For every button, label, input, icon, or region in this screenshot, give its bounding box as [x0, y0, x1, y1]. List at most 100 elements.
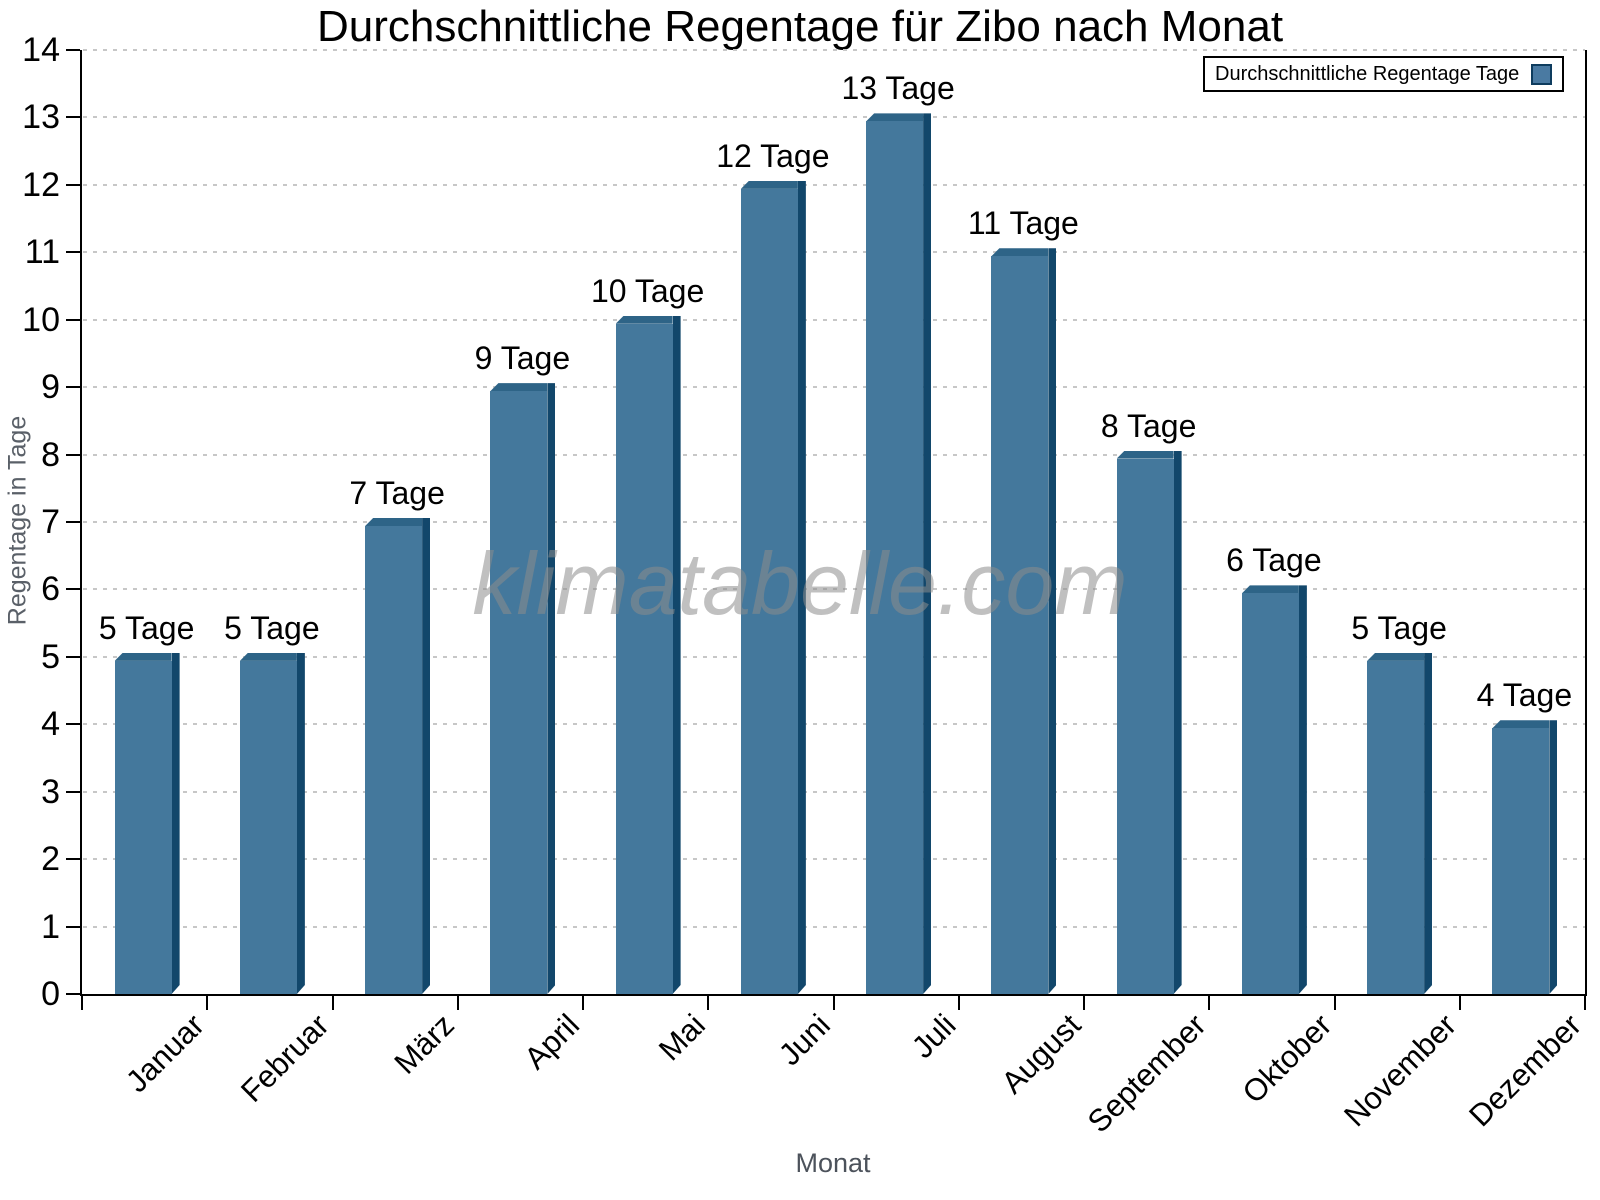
legend-label: Durchschnittliche Regentage Tage	[1215, 62, 1520, 85]
y-tick	[66, 49, 80, 51]
y-tick	[66, 925, 80, 928]
x-tick-label: Juni	[771, 1007, 837, 1073]
y-tick-label: 9	[41, 368, 60, 407]
bar-value-label: 4 Tage	[1476, 677, 1573, 714]
bar-face	[365, 526, 423, 994]
bar	[114, 652, 180, 994]
bar-side-face	[1174, 451, 1182, 994]
gridline	[83, 790, 1585, 793]
bar-top-face	[1241, 585, 1299, 594]
bar-face	[991, 256, 1049, 994]
y-tick-label: 14	[22, 31, 60, 69]
bar-top-face	[615, 315, 673, 324]
bar-value-label: 9 Tage	[474, 340, 571, 377]
x-tick	[81, 996, 83, 1010]
y-tick-label: 0	[41, 975, 60, 1013]
bar-side-face	[673, 316, 681, 994]
bar-value-label: 12 Tage	[716, 137, 830, 174]
x-tick-label: November	[1337, 1007, 1464, 1134]
bar-side-face	[297, 653, 305, 994]
bar-face	[740, 188, 798, 994]
y-axis-line	[80, 50, 82, 996]
y-tick	[66, 251, 80, 254]
x-tick	[707, 996, 710, 1010]
gridline	[83, 318, 1585, 321]
y-tick-label: 3	[41, 772, 60, 811]
bar-face	[1367, 660, 1425, 994]
bar	[239, 652, 305, 994]
x-tick	[832, 996, 835, 1010]
y-tick	[66, 723, 80, 726]
x-tick-label: September	[1080, 1007, 1213, 1140]
x-tick	[206, 996, 209, 1010]
bar-face	[1116, 458, 1174, 994]
gridline	[83, 183, 1585, 186]
y-tick-label: 13	[22, 98, 60, 137]
gridline	[83, 723, 1585, 726]
bar-face	[1241, 593, 1299, 994]
bar-side-face	[798, 181, 806, 994]
x-axis-line	[80, 994, 1587, 996]
bar-face	[615, 323, 673, 994]
bar-value-label: 5 Tage	[98, 609, 195, 646]
bar-side-face	[1048, 248, 1056, 994]
x-tick-label: März	[387, 1007, 462, 1081]
x-tick-label: Dezember	[1462, 1007, 1589, 1134]
bar-top-face	[740, 180, 798, 189]
x-tick-label: April	[517, 1007, 587, 1076]
bar-top-face	[1116, 450, 1174, 459]
gridline	[83, 251, 1585, 254]
y-tick	[66, 655, 80, 658]
x-tick	[1083, 996, 1085, 1010]
bar-side-face	[547, 383, 555, 994]
y-tick	[66, 116, 80, 119]
bar-value-label: 7 Tage	[349, 475, 445, 511]
bar	[991, 248, 1056, 994]
y-tick-label: 5	[41, 637, 60, 676]
bar-value-label: 8 Tage	[1100, 407, 1197, 444]
bar-top-face	[239, 652, 297, 661]
y-tick-label: 12	[22, 165, 60, 204]
x-tick-label: Mai	[651, 1007, 712, 1068]
y-tick-label: 7	[41, 503, 60, 541]
y-tick-label: 6	[41, 570, 60, 609]
gridline	[83, 655, 1585, 658]
bar-value-label: 5 Tage	[224, 609, 320, 646]
bar-top-face	[991, 248, 1049, 257]
bar-side-face	[923, 113, 931, 994]
legend-swatch-icon	[1531, 63, 1553, 85]
bar-value-label: 5 Tage	[1351, 609, 1447, 646]
plot-right-border	[1585, 50, 1587, 996]
x-tick-label: Juli	[904, 1007, 963, 1065]
bar-side-face	[1299, 585, 1307, 994]
y-tick	[66, 588, 80, 591]
y-tick	[66, 521, 80, 523]
x-tick	[1584, 996, 1586, 1010]
gridline	[83, 858, 1585, 861]
chart-title: Durchschnittliche Regentage für Zibo nac…	[316, 2, 1284, 51]
x-tick	[1458, 996, 1461, 1010]
y-tick-label: 11	[24, 233, 60, 272]
y-tick-label: 2	[41, 840, 60, 879]
bar	[1116, 450, 1182, 994]
y-tick-label: 4	[41, 705, 60, 744]
bar	[365, 518, 430, 994]
y-tick	[66, 453, 80, 456]
x-tick	[1333, 996, 1336, 1010]
y-tick-label: 8	[41, 435, 60, 474]
bar-face	[490, 391, 548, 994]
bar-top-face	[365, 518, 423, 526]
x-tick-label: Oktober	[1235, 1007, 1338, 1111]
x-tick-label: August	[994, 1007, 1088, 1101]
bar-face	[866, 121, 924, 994]
bar	[1241, 585, 1307, 994]
bar-face	[1492, 728, 1550, 994]
x-tick-label: Februar	[234, 1007, 336, 1109]
x-tick-label: Januar	[118, 1007, 211, 1100]
gridline	[83, 588, 1585, 591]
bar-top-face	[1492, 720, 1550, 729]
bar-top-face	[1367, 652, 1425, 661]
y-tick-label: 10	[22, 300, 60, 339]
y-tick	[66, 183, 80, 186]
